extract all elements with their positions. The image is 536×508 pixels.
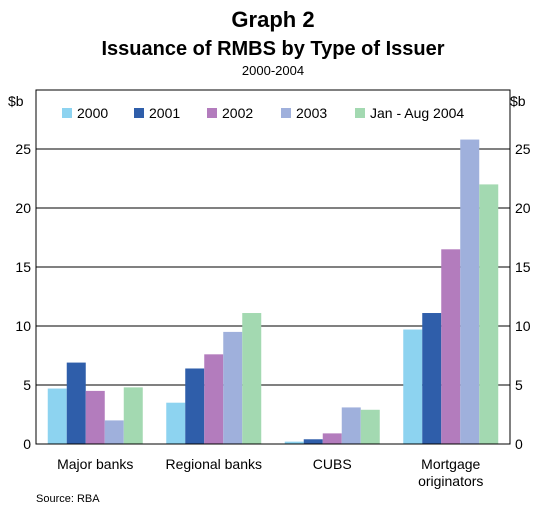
bar-2000 (166, 402, 186, 444)
legend-swatch (355, 108, 365, 118)
chart-subtitle: 2000-2004 (242, 63, 304, 78)
y-tick-label-left: 25 (15, 141, 31, 157)
bar-2003 (223, 331, 243, 444)
bar-2003 (460, 139, 480, 444)
source-note: Source: RBA (36, 493, 100, 505)
legend-item: 2000 (62, 105, 108, 121)
y-tick-label-right: 20 (515, 200, 531, 216)
x-category-label: Regional banks (165, 456, 262, 472)
left-unit-label: $b (8, 93, 24, 109)
x-category-label: Major banks (57, 456, 133, 472)
bar-2002 (322, 433, 342, 444)
bar-2001 (303, 439, 323, 444)
bar-jan-aug-2004 (242, 313, 262, 444)
y-tick-label-left: 5 (23, 377, 31, 393)
y-tick-label-right: 5 (515, 377, 523, 393)
bar-2002 (204, 354, 224, 444)
graph-label: Graph 2 (231, 7, 314, 32)
bar-2001 (66, 362, 86, 444)
y-axis-right-ticks: 0 5 10 15 20 25 (515, 141, 531, 452)
bar-2001 (185, 368, 205, 444)
bar-2002 (85, 390, 105, 444)
x-axis-category-labels: Major banks Regional banks CUBS Mortgageori… (57, 456, 483, 489)
y-tick-label-right: 15 (515, 259, 531, 275)
x-category-label: originators (418, 473, 483, 489)
bar-jan-aug-2004 (479, 184, 499, 444)
bar-jan-aug-2004 (123, 387, 143, 444)
bar-2000 (284, 441, 304, 444)
y-tick-label-left: 0 (23, 436, 31, 452)
y-tick-label-left: 20 (15, 200, 31, 216)
legend-label: Jan - Aug 2004 (370, 105, 464, 121)
plot-frame (35, 89, 511, 445)
legend-swatch (207, 108, 217, 118)
legend-item: 2001 (134, 105, 180, 121)
y-axis-left-ticks: 0 5 10 15 20 25 (15, 141, 31, 452)
y-tick-label-left: 10 (15, 318, 31, 334)
legend-item: 2002 (207, 105, 253, 121)
legend-item: 2003 (281, 105, 327, 121)
bars (47, 139, 499, 444)
y-tick-label-right: 10 (515, 318, 531, 334)
chart-title: Issuance of RMBS by Type of Issuer (101, 38, 444, 60)
y-tick-label-left: 15 (15, 259, 31, 275)
legend-swatch (281, 108, 291, 118)
bar-2000 (47, 388, 67, 444)
y-tick-label-right: 25 (515, 141, 531, 157)
legend-label: 2002 (222, 105, 253, 121)
bar-2003 (341, 407, 361, 444)
bar-2001 (422, 313, 442, 444)
legend-item: Jan - Aug 2004 (355, 105, 464, 121)
legend-label: 2003 (296, 105, 327, 121)
bar-2000 (403, 329, 423, 444)
x-category-label: CUBS (313, 456, 352, 472)
bar-2003 (104, 420, 124, 444)
x-category-label: Mortgage (421, 456, 480, 472)
y-tick-label-right: 0 (515, 436, 523, 452)
right-unit-label: $b (510, 93, 526, 109)
bar-2002 (441, 249, 461, 444)
legend-swatch (134, 108, 144, 118)
legend-label: 2000 (77, 105, 108, 121)
bar-jan-aug-2004 (360, 409, 380, 444)
legend-label: 2001 (149, 105, 180, 121)
legend-swatch (62, 108, 72, 118)
legend: 2000 2001 2002 2003 Jan - Aug 2004 (62, 105, 464, 121)
